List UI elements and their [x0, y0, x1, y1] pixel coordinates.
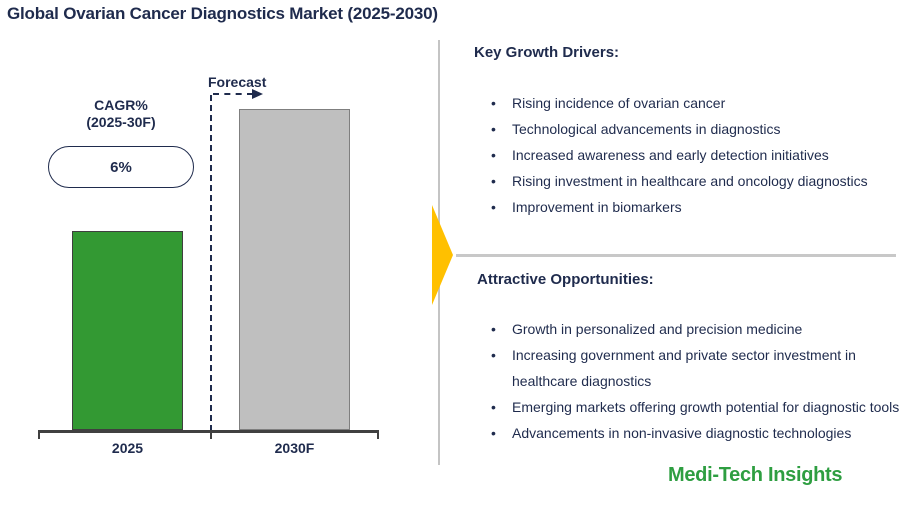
key-growth-drivers-list: Rising incidence of ovarian cancer Techn…: [489, 90, 901, 220]
list-item: Growth in personalized and precision med…: [489, 316, 901, 342]
chevron-right-icon: [432, 205, 453, 305]
x-axis-label-2025: 2025: [111, 440, 144, 456]
bar-2025: [72, 231, 183, 430]
list-item: Increased awareness and early detection …: [489, 142, 901, 168]
brand-logo: Medi-Tech Insights: [668, 464, 843, 486]
x-axis-line: [38, 430, 379, 433]
forecast-arrow-line: [213, 93, 253, 95]
bar-2030f: [239, 109, 350, 430]
attractive-opportunities-list: Growth in personalized and precision med…: [489, 316, 901, 446]
key-growth-drivers-heading: Key Growth Drivers:: [474, 44, 620, 61]
forecast-divider-dashed-line: [210, 95, 212, 431]
list-item: Rising investment in healthcare and onco…: [489, 168, 901, 194]
list-item: Advancements in non-invasive diagnostic …: [489, 420, 901, 446]
x-axis-tick-middle: [210, 430, 212, 439]
cagr-label: CAGR% (2025-30F): [86, 97, 156, 130]
forecast-arrowhead-icon: [252, 89, 263, 99]
list-item: Rising incidence of ovarian cancer: [489, 90, 901, 116]
list-item: Improvement in biomarkers: [489, 194, 901, 220]
cagr-value: 6%: [110, 158, 132, 176]
x-axis-label-2030f: 2030F: [274, 440, 315, 456]
attractive-opportunities-heading: Attractive Opportunities:: [477, 271, 654, 288]
list-item: Increasing government and private sector…: [489, 342, 901, 394]
list-item: Technological advancements in diagnostic…: [489, 116, 901, 142]
page-title: Global Ovarian Cancer Diagnostics Market…: [7, 4, 438, 23]
horizontal-separator: [456, 254, 896, 257]
cagr-value-badge: 6%: [48, 146, 194, 188]
x-axis-tick-left: [38, 430, 40, 439]
forecast-annotation: Forecast: [208, 74, 267, 90]
x-axis-tick-right: [377, 430, 379, 439]
list-item: Emerging markets offering growth potenti…: [489, 394, 901, 420]
